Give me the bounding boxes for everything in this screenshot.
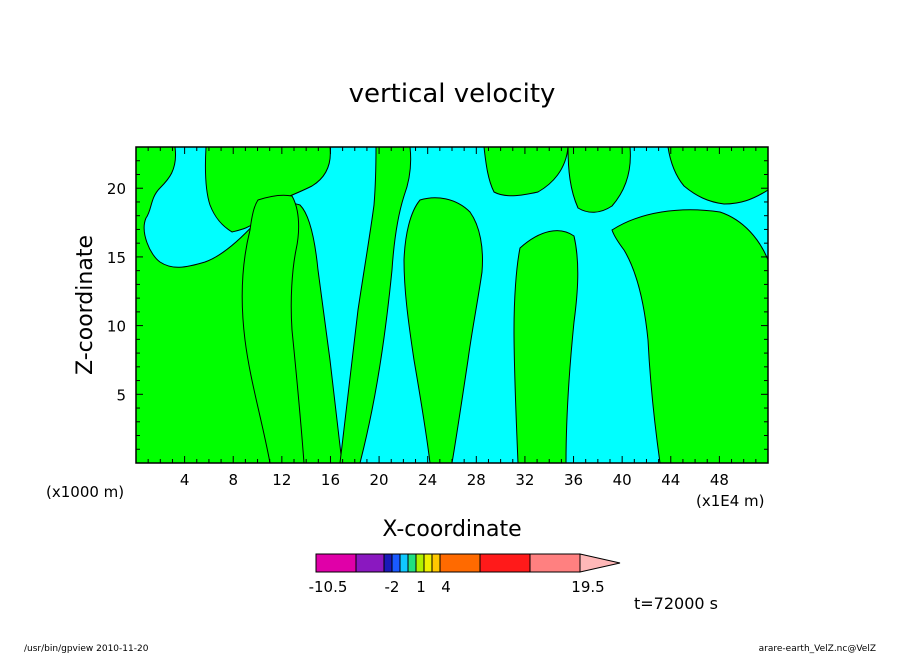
x-tick-label: 16 xyxy=(321,471,340,489)
positive-region-8 xyxy=(567,147,631,213)
colorbar-segment xyxy=(391,553,401,573)
x-scale-left: (x1000 m) xyxy=(46,483,124,501)
colorbar-label: 4 xyxy=(441,578,451,596)
colorbar-segment xyxy=(431,553,441,573)
x-tick-label: 44 xyxy=(661,471,680,489)
x-tick-label: 36 xyxy=(564,471,583,489)
y-tick-label: 20 xyxy=(107,180,126,198)
colorbar-segment xyxy=(407,553,417,573)
x-tick-label: 32 xyxy=(515,471,534,489)
x-tick-label: 48 xyxy=(710,471,729,489)
colorbar-segment xyxy=(439,553,481,573)
colorbar-segment xyxy=(399,553,409,573)
colorbar-segment xyxy=(423,553,433,573)
colorbar-segment xyxy=(315,553,357,573)
colorbar-segment xyxy=(529,553,581,573)
x-axis: 4 8 12 16 20 24 28 32 36 40 44 48 xyxy=(135,147,769,489)
colorbar-label: 19.5 xyxy=(571,578,604,596)
x-axis-label: X-coordinate xyxy=(382,517,521,542)
colorbar-arrow xyxy=(579,553,621,573)
positive-velocity-regions xyxy=(136,147,768,463)
colorbar-label: -10.5 xyxy=(309,578,348,596)
x-tick-label: 20 xyxy=(370,471,389,489)
y-tick-label: 15 xyxy=(107,249,126,267)
colorbar-segment xyxy=(355,553,385,573)
positive-region-6 xyxy=(483,147,569,197)
y-tick-label: 10 xyxy=(107,318,126,336)
colorbar xyxy=(315,553,621,573)
positive-region-4 xyxy=(339,147,412,463)
x-tick-label: 8 xyxy=(228,471,238,489)
footer-left: /usr/bin/gpview 2010-11-20 xyxy=(24,644,149,654)
colorbar-label: 1 xyxy=(416,578,426,596)
plot-area xyxy=(135,146,769,464)
y-axis-label: Z-coordinate xyxy=(73,235,98,375)
positive-region-5 xyxy=(403,197,483,463)
positive-region-7 xyxy=(513,230,579,463)
x-tick-label: 28 xyxy=(467,471,486,489)
chart-title: vertical velocity xyxy=(349,79,556,109)
colorbar-segment xyxy=(415,553,425,573)
colorbar-segment xyxy=(383,553,393,573)
positive-region-10 xyxy=(667,147,768,205)
time-label: t=72000 s xyxy=(634,594,718,613)
x-scale-right: (x1E4 m) xyxy=(696,492,765,510)
colorbar-label: -2 xyxy=(385,578,400,596)
x-tick-label: 24 xyxy=(418,471,437,489)
positive-region-3 xyxy=(241,194,305,463)
x-tick-label: 12 xyxy=(272,471,291,489)
colorbar-labels: -10.5 -2 1 4 19.5 xyxy=(309,578,605,596)
positive-region-9 xyxy=(611,209,768,463)
y-axis: 5 10 15 20 xyxy=(107,146,768,464)
x-tick-label: 40 xyxy=(613,471,632,489)
x-tick-label: 4 xyxy=(180,471,190,489)
y-tick-label: 5 xyxy=(116,386,126,404)
colorbar-segment xyxy=(479,553,531,573)
footer-right: arare-earth_VelZ.nc@VelZ xyxy=(759,644,876,654)
